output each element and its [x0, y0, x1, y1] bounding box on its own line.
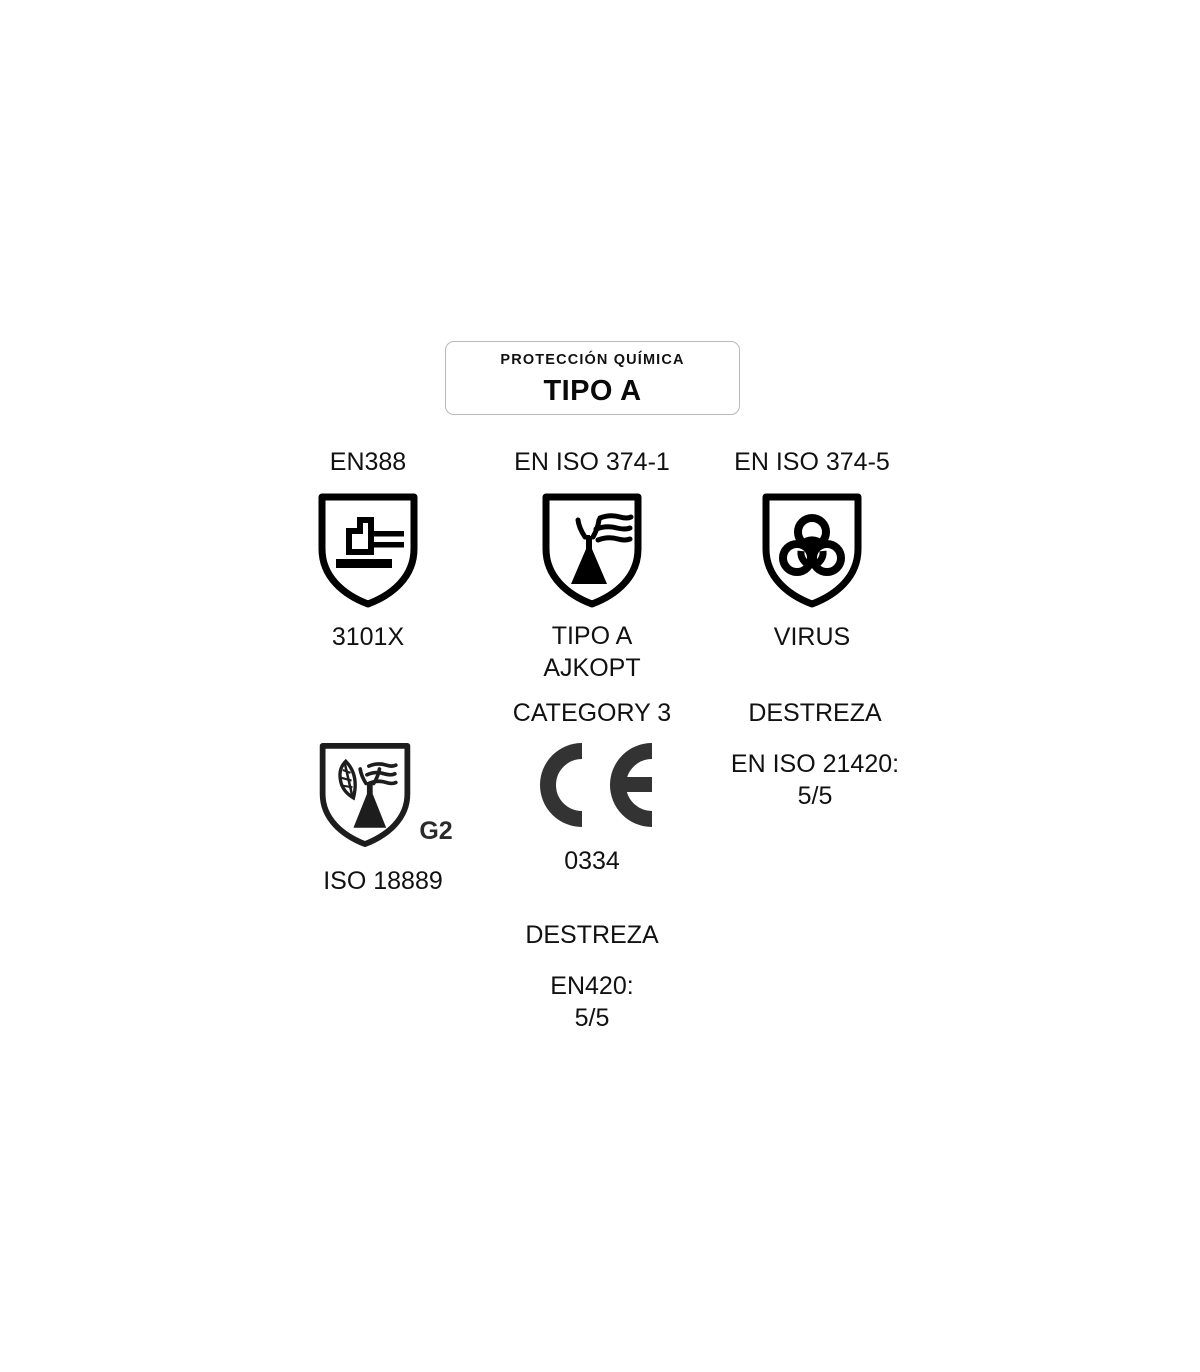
protection-type-title: TIPO A — [543, 374, 642, 407]
shield-biohazard-icon — [762, 493, 862, 608]
en-iso-374-5-rating: VIRUS — [773, 623, 851, 651]
ce-notified-body-number: 0334 — [564, 847, 620, 875]
en-iso-374-5-standard-label: EN ISO 374-5 — [734, 448, 890, 476]
dexterity-cell-en420: DESTREZA EN420: 5/5 — [507, 919, 677, 1034]
dexterity-420-heading: DESTREZA — [525, 921, 659, 949]
protection-kicker: PROTECCIÓN QUÍMICA — [500, 352, 685, 369]
en-iso-374-1-standard-label: EN ISO 374-1 — [514, 448, 670, 476]
dexterity-21420-standard: EN ISO 21420: — [730, 750, 900, 778]
ce-category-heading: CATEGORY 3 — [512, 699, 672, 727]
ce-marking-icon — [540, 743, 653, 827]
protection-type-box: PROTECCIÓN QUÍMICA TIPO A — [445, 341, 740, 415]
pictogram-cell-en388: EN388 3101X — [283, 446, 453, 653]
shield-respiratory-chemical-icon — [320, 743, 411, 847]
en388-standard-label: EN388 — [329, 448, 407, 476]
pictogram-cell-iso-18889: G2 ISO 18889 — [283, 738, 483, 897]
en388-rating: 3101X — [331, 623, 405, 651]
iso-18889-grade: G2 — [419, 817, 453, 845]
en-iso-374-1-permeation-codes: AJKOPT — [543, 653, 641, 682]
pictogram-cell-ce: CATEGORY 3 0334 — [507, 697, 677, 877]
dexterity-21420-heading: DESTREZA — [748, 699, 882, 727]
shield-chemical-hazard-icon — [542, 493, 642, 608]
dexterity-cell-en-iso-21420: DESTREZA EN ISO 21420: 5/5 — [715, 697, 915, 812]
iso-18889-shield-group: G2 — [313, 738, 453, 852]
en-iso-374-1-type: TIPO A — [551, 622, 633, 650]
dexterity-420-value: 5/5 — [574, 1003, 610, 1032]
pictogram-cell-en-iso-374-5: EN ISO 374-5 VIRUS — [727, 446, 897, 653]
dexterity-420-standard: EN420: — [550, 972, 634, 1000]
shield-mechanical-hazard-icon — [318, 493, 418, 608]
pictogram-cell-en-iso-374-1: EN ISO 374-1 TIPO A AJKOPT — [507, 446, 677, 684]
iso-18889-label: ISO 18889 — [323, 867, 443, 895]
dexterity-21420-value: 5/5 — [797, 781, 833, 810]
